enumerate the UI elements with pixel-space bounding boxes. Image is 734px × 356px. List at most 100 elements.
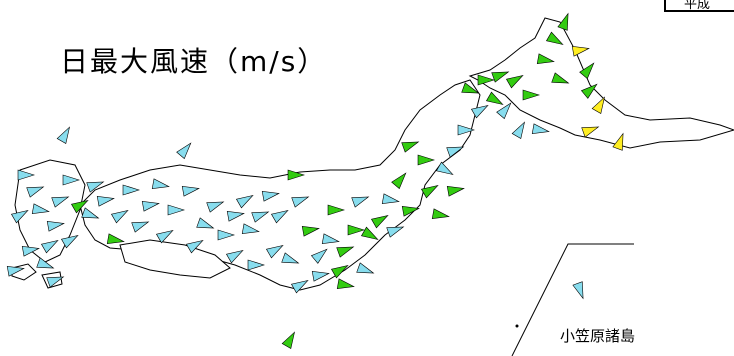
wind-arrow-marker <box>310 248 328 264</box>
wind-arrow-marker <box>155 229 174 244</box>
wind-arrow-marker <box>572 281 584 300</box>
wind-arrow-marker <box>181 185 200 197</box>
wind-arrow-marker <box>241 223 260 235</box>
wind-arrow-marker <box>386 226 405 238</box>
wind-arrow-marker <box>62 174 81 186</box>
wind-arrow-marker <box>446 146 465 158</box>
wind-arrow-marker <box>60 234 79 249</box>
wind-arrow-marker <box>505 74 524 89</box>
wind-arrow-marker <box>356 262 375 274</box>
wind-arrow-marker <box>491 71 510 83</box>
wind-arrow-marker <box>477 74 496 86</box>
wind-arrow-marker <box>51 196 70 208</box>
wind-arrow-marker <box>196 217 215 229</box>
wind-arrow-marker <box>336 278 355 290</box>
wind-arrow-marker <box>461 82 480 94</box>
wind-arrow-marker <box>417 154 436 166</box>
wind-arrow-marker <box>347 224 366 236</box>
wind-arrow-marker <box>270 209 289 224</box>
wind-arrow-marker <box>311 270 330 282</box>
wind-arrow-marker <box>70 199 89 214</box>
wind-arrow-marker <box>31 203 50 215</box>
wind-arrow-marker <box>110 209 129 224</box>
wind-arrow-marker <box>176 142 192 160</box>
wind-arrow-marker <box>571 45 590 57</box>
wind-arrow-marker <box>545 31 564 46</box>
wind-arrow-marker <box>106 233 125 245</box>
wind-arrow-marker <box>287 169 306 181</box>
wind-arrow-marker <box>167 204 186 216</box>
wind-arrow-marker <box>401 205 420 217</box>
wind-arrow-marker <box>247 259 266 271</box>
wind-arrow-marker <box>330 264 349 279</box>
wind-arrow-marker <box>485 91 504 106</box>
wind-arrow-marker <box>281 252 300 264</box>
wind-arrow-marker <box>96 195 115 207</box>
wind-arrow-marker <box>265 244 284 259</box>
wind-arrow-marker <box>431 208 450 220</box>
wind-arrow-marker <box>17 169 36 181</box>
wind-arrow-marker <box>470 104 489 119</box>
map-title: 日最大風速（m/s） <box>60 45 328 78</box>
wind-arrow-marker <box>581 126 600 138</box>
wind-arrow-marker <box>591 96 606 115</box>
wind-arrow-marker <box>251 211 270 223</box>
wind-arrow-marker <box>511 121 526 140</box>
wind-arrow-marker <box>446 185 465 197</box>
coastline-layer <box>11 17 734 356</box>
wind-arrow-marker <box>435 161 454 176</box>
wind-arrow-marker <box>360 226 379 241</box>
wind-arrow-marker <box>522 89 541 101</box>
wind-arrow-marker <box>301 225 320 237</box>
wind-arrow-marker <box>86 181 105 193</box>
corner-date-box: 平成 <box>664 0 734 12</box>
wind-arrow-marker <box>290 279 309 294</box>
inset-dot <box>515 324 519 328</box>
wind-arrow-marker <box>206 201 225 213</box>
wind-arrow-marker <box>6 265 25 277</box>
wind-arrow-marker <box>46 220 65 232</box>
wind-arrow-marker <box>36 257 55 269</box>
inset-label: 小笠原諸島 <box>560 327 636 345</box>
wind-arrow-marker <box>261 190 280 202</box>
wind-arrow-marker <box>381 193 400 205</box>
wind-arrow-marker <box>457 124 476 136</box>
wind-arrow-marker <box>551 72 570 84</box>
wind-arrow-marker <box>327 204 346 216</box>
wind-arrow-marker <box>351 196 370 208</box>
wind-arrow-marker <box>391 172 407 190</box>
wind-arrow-layer <box>6 12 624 350</box>
wind-arrow-marker <box>10 209 29 224</box>
wind-arrow-marker <box>122 184 141 196</box>
wind-arrow-marker <box>21 245 40 257</box>
wind-arrow-marker <box>131 221 150 233</box>
wind-arrow-marker <box>420 184 439 199</box>
wind-arrow-marker <box>370 214 389 229</box>
inset-frame <box>511 243 634 356</box>
wind-arrow-marker <box>235 194 254 209</box>
wind-arrow-marker <box>225 249 244 264</box>
wind-arrow-marker <box>612 132 624 151</box>
wind-arrow-marker <box>496 102 512 120</box>
wind-arrow-marker <box>141 200 160 212</box>
wind-arrow-marker <box>579 62 595 80</box>
wind-arrow-marker <box>336 246 355 258</box>
wind-arrow-marker <box>401 141 420 153</box>
wind-arrow-marker <box>81 207 100 219</box>
wind-arrow-marker <box>151 178 170 190</box>
hokkaido-coast <box>468 17 734 149</box>
wind-arrow-marker <box>56 126 71 145</box>
wind-arrow-marker <box>185 239 204 254</box>
wind-arrow-marker <box>217 229 236 241</box>
wind-arrow-marker <box>531 123 550 135</box>
wind-arrow-marker <box>321 233 340 245</box>
wind-arrow-marker <box>536 53 555 65</box>
wind-arrow-marker <box>226 210 245 222</box>
wind-arrow-marker <box>291 196 310 208</box>
shikoku-coast <box>119 239 231 279</box>
wind-arrow-marker <box>557 12 569 31</box>
wind-arrow-marker <box>281 331 296 350</box>
wind-arrow-marker <box>46 276 65 288</box>
wind-arrow-marker <box>40 239 59 254</box>
